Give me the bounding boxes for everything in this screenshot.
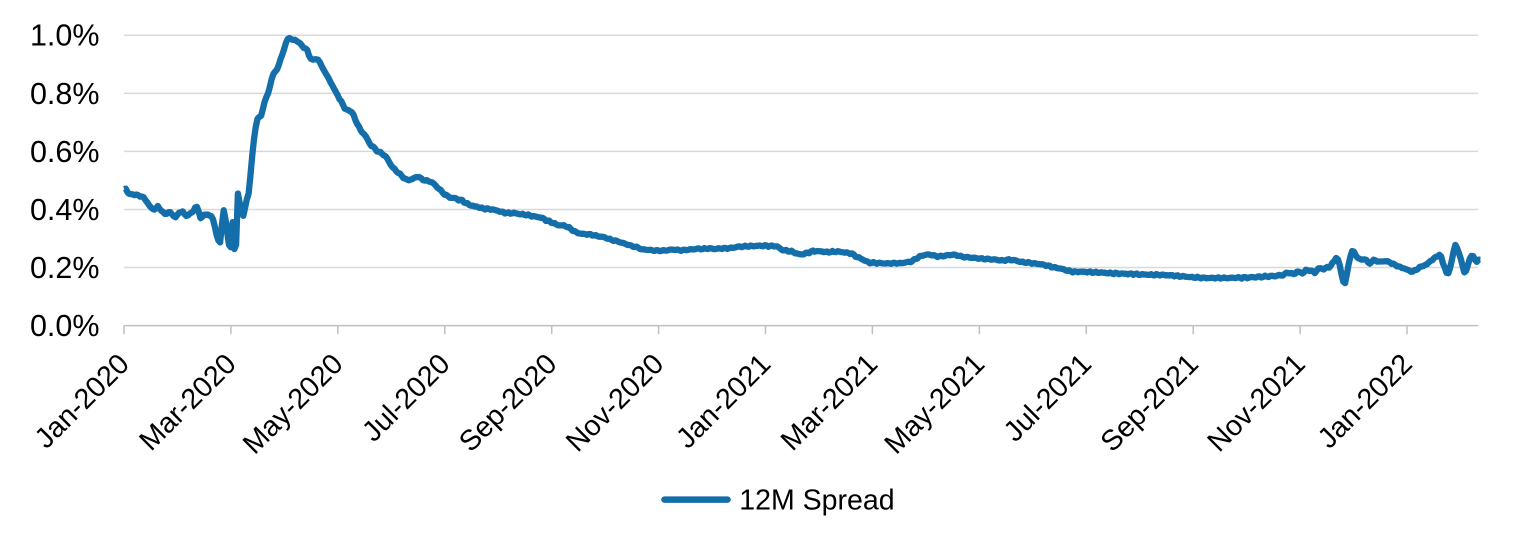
- svg-text:May-2021: May-2021: [879, 348, 992, 461]
- svg-text:Sep-2021: Sep-2021: [1095, 348, 1205, 458]
- svg-text:12M Spread: 12M Spread: [739, 485, 894, 517]
- svg-text:0.0%: 0.0%: [30, 309, 100, 343]
- svg-text:Mar-2020: Mar-2020: [133, 348, 242, 457]
- svg-text:0.8%: 0.8%: [30, 77, 100, 111]
- svg-text:Sep-2020: Sep-2020: [453, 348, 563, 458]
- svg-text:Mar-2021: Mar-2021: [775, 348, 884, 457]
- svg-text:May-2020: May-2020: [237, 348, 350, 461]
- svg-text:Jul-2021: Jul-2021: [998, 348, 1098, 448]
- svg-text:Nov-2021: Nov-2021: [1201, 348, 1311, 458]
- svg-text:Jan-2020: Jan-2020: [29, 348, 136, 455]
- svg-text:0.4%: 0.4%: [30, 193, 100, 227]
- svg-text:0.6%: 0.6%: [30, 135, 100, 169]
- svg-text:Jan-2022: Jan-2022: [1312, 348, 1419, 455]
- svg-text:Nov-2020: Nov-2020: [560, 348, 670, 458]
- svg-text:1.0%: 1.0%: [30, 19, 100, 53]
- svg-text:Jan-2021: Jan-2021: [670, 348, 777, 455]
- svg-text:Jul-2020: Jul-2020: [356, 348, 456, 448]
- svg-text:0.2%: 0.2%: [30, 251, 100, 285]
